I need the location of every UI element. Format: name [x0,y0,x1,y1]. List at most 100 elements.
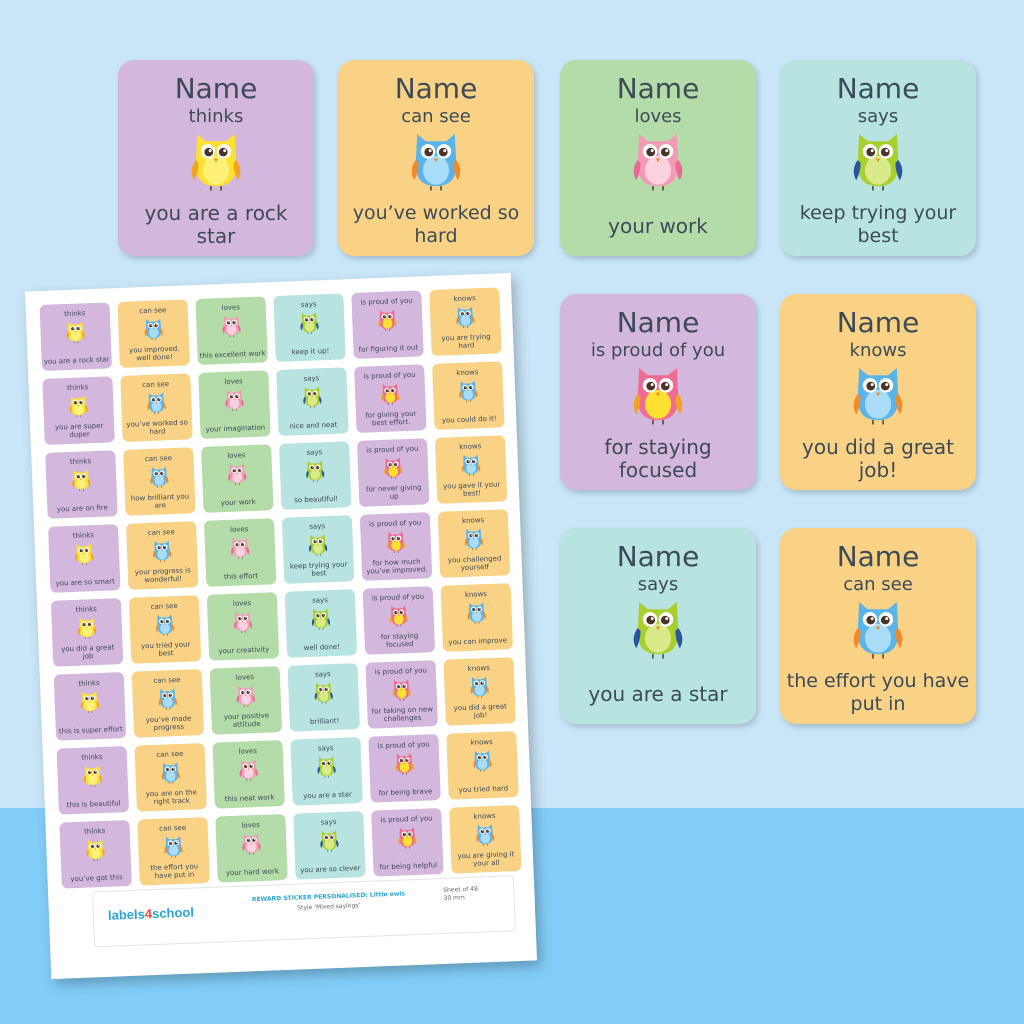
small-sticker: knows you can improve [440,583,514,652]
small-sticker-verb: thinks [72,531,95,540]
owl-icon [393,751,416,781]
small-sticker-verb: can see [150,601,178,611]
small-sticker-verb: is proud of you [374,666,428,677]
owl-icon [64,319,87,349]
small-sticker-phrase: for staying focused [380,631,419,649]
owl-icon [84,837,107,867]
small-sticker-verb: is proud of you [368,518,422,529]
small-sticker-phrase: you are super duper [54,421,104,439]
small-sticker: loves this effort [203,518,277,587]
small-sticker-verb: can see [156,749,184,759]
small-sticker-phrase: for never giving up [365,483,422,501]
sheet-footer: labels4school REWARD STICKER PERSONALISE… [92,875,516,948]
sticker-name: Name [616,72,700,105]
owl-icon [849,128,907,199]
small-sticker-verb: is proud of you [371,592,425,603]
owl-icon [396,825,419,855]
owl-icon [151,538,174,568]
small-sticker-phrase: your hard work [225,867,280,878]
owl-icon [629,596,687,667]
small-sticker-phrase: you did a great job! [453,702,507,720]
sheet-info: Sheet of 48 30 mm [443,885,478,902]
small-sticker-verb: says [314,670,331,679]
small-sticker-phrase: this is super effort [58,725,123,736]
small-sticker: knows you did a great job! [443,657,516,726]
small-sticker: thinks you’ve got this [59,819,132,889]
owl-icon [309,606,332,636]
big-sticker: Name can see the effort you have put in [780,528,976,724]
small-sticker: thinks this is beautiful [56,746,130,815]
owl-icon [153,612,176,642]
small-sticker-phrase: your positive attitude [223,711,270,729]
small-sticker-verb: says [320,818,337,827]
owl-icon [223,387,246,417]
small-sticker-verb: is proud of you [363,370,416,381]
owl-icon [67,393,90,423]
small-sticker-phrase: this excellent work [199,349,266,360]
small-sticker-verb: knows [456,368,479,378]
small-sticker: can see you’ve worked so hard [120,373,193,442]
small-sticker-verb: says [306,448,323,457]
small-sticker-phrase: you are a star [303,790,353,801]
small-sticker: loves your work [201,444,274,513]
small-sticker: says nice and neat [276,367,349,436]
sticker-sheet: thinks you are a rock star can see you i… [24,272,538,980]
owl-icon [231,609,254,639]
small-sticker-phrase: so beautiful! [294,494,339,505]
sticker-verb: says [637,574,679,595]
sticker-phrase: you are a rock star [144,201,288,248]
small-sticker-phrase: you’ve worked so hard [126,418,188,436]
small-sticker: thinks you are a rock star [39,302,112,371]
big-sticker: Name knows you did a great job! [780,294,976,490]
small-sticker: is proud of you for staying focused [362,586,436,655]
small-sticker-verb: is proud of you [377,740,430,751]
small-sticker-verb: can see [159,823,187,833]
small-sticker-verb: loves [232,599,252,608]
sticker-phrase: you’ve worked so hard [352,202,520,247]
small-sticker: says well done! [284,589,358,658]
small-sticker: says you are so clever [293,810,366,880]
small-sticker-verb: loves [238,747,258,756]
owl-icon [156,686,179,716]
small-sticker: is proud of you for how much you’ve impr… [359,512,433,581]
owl-icon [312,680,335,710]
sticker-name: Name [836,72,920,105]
small-sticker-phrase: you are on the right track [145,788,198,807]
owl-icon [298,310,321,340]
small-sticker-phrase: you improved. well done! [128,344,180,363]
owl-icon [379,381,402,411]
owl-icon [159,760,182,790]
owl-icon [234,683,257,713]
small-sticker-phrase: your progress is wonderful! [134,566,191,585]
owl-icon [148,464,171,494]
small-sticker-verb: thinks [75,605,97,614]
owl-icon [81,763,104,793]
small-sticker: thinks you are super duper [42,376,115,445]
small-sticker-phrase: you’ve made progress [145,714,192,732]
small-sticker-phrase: this is beautiful [66,799,121,810]
small-sticker: is proud of you for giving your best eff… [354,364,427,433]
small-sticker: knows you are giving it your all [449,804,522,874]
small-sticker-phrase: you are so clever [300,864,361,875]
small-sticker: loves your positive attitude [209,666,283,735]
small-sticker-phrase: you tried hard [458,784,509,795]
small-sticker-phrase: how brilliant you are [130,492,190,510]
small-sticker-phrase: for being brave [378,787,433,798]
small-sticker-verb: can see [147,528,175,538]
small-sticker: is proud of you for figuring it out [351,290,424,360]
sticker-phrase: you did a great job! [802,435,954,482]
owl-icon [301,384,324,414]
small-sticker-phrase: for being helpful [379,861,438,872]
owl-icon [387,603,410,633]
small-sticker-phrase: keep trying your best [289,560,348,578]
small-sticker-phrase: well done! [303,642,341,653]
small-sticker: can see you’ve made progress [131,669,205,738]
owl-icon [471,748,494,778]
sticker-phrase: you are a star [588,682,728,706]
small-sticker-verb: is proud of you [360,296,413,307]
small-sticker-phrase: you could do it! [441,414,497,425]
small-sticker-phrase: you’ve got this [70,873,123,884]
owl-icon [390,677,413,707]
owl-icon [629,362,687,433]
sticker-name: Name [616,540,700,573]
